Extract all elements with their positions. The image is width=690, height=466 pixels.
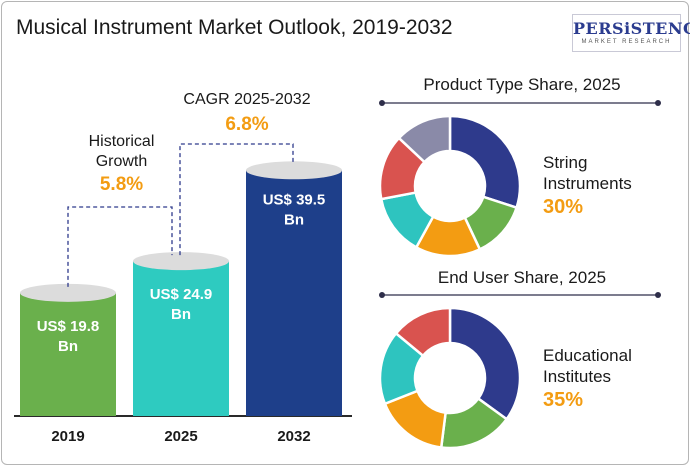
- bar-2019: [20, 292, 116, 416]
- cagr-label: CAGR 2025-2032: [183, 91, 311, 108]
- bar-2032: [246, 170, 342, 416]
- end-user-slice-5: [394, 306, 452, 358]
- x-tick-2019: 2019: [51, 428, 84, 445]
- end-user-highlight-label: Educational Institutes: [543, 346, 632, 386]
- product-type-highlight-value: 30%: [543, 196, 584, 218]
- bar-value-label-2025: US$ 24.9: [150, 286, 213, 303]
- end-user-donut-chart: [378, 306, 522, 450]
- bar-value-unit-2025: Bn: [171, 306, 191, 323]
- end-user-highlight: Educational Institutes 35%: [543, 345, 673, 411]
- bar-value-label-2019: US$ 19.8: [37, 318, 100, 335]
- x-tick-2025: 2025: [164, 428, 197, 445]
- bar-value-unit-2032: Bn: [284, 211, 304, 228]
- market-size-bar-chart: US$ 19.8 Bn 2019 US$ 24.9 Bn 2025 US$ 39.5 Bn 20…: [14, 143, 352, 445]
- x-tick-2032: 2032: [277, 428, 310, 445]
- bar-cap-2025: [133, 252, 229, 271]
- historical-growth-value: 5.8%: [99, 174, 144, 195]
- bar-cap-2032: [246, 161, 342, 180]
- product-type-slice-1: [448, 114, 522, 210]
- cagr-annotation: CAGR 2025-2032 6.8%: [172, 90, 322, 136]
- product-type-slice-6: [397, 114, 452, 164]
- brand-logo: PERSiSTENCE MARKET RESEARCH: [572, 14, 690, 52]
- cagr-value: 6.8%: [225, 114, 269, 135]
- product-type-share-title: Product Type Share, 2025: [423, 75, 621, 94]
- end-user-highlight-value: 35%: [543, 389, 584, 411]
- logo-tagline: MARKET RESEARCH: [581, 39, 672, 45]
- historical-growth-label: Historical Growth: [88, 133, 155, 170]
- cagr-connector: [179, 143, 294, 256]
- bar-cap-2019: [20, 283, 116, 302]
- bar-value-label-2032: US$ 39.5: [263, 191, 326, 208]
- product-type-highlight-label: String Instruments: [543, 153, 632, 193]
- bar-value-unit-2019: Bn: [58, 338, 78, 355]
- end-user-divider: [379, 292, 661, 298]
- product-type-donut-chart: [378, 114, 522, 258]
- product-type-highlight: String Instruments 30%: [543, 152, 673, 218]
- historical-growth-annotation: Historical Growth 5.8%: [64, 132, 179, 196]
- page-title: Musical Instrument Market Outlook, 2019-…: [16, 16, 453, 39]
- product-type-divider: [379, 100, 661, 106]
- bar-2025: [133, 261, 229, 416]
- end-user-share-title: End User Share, 2025: [437, 268, 607, 287]
- end-user-slice-1: [448, 306, 522, 421]
- logo-wordmark: PERSiSTENCE: [573, 19, 690, 38]
